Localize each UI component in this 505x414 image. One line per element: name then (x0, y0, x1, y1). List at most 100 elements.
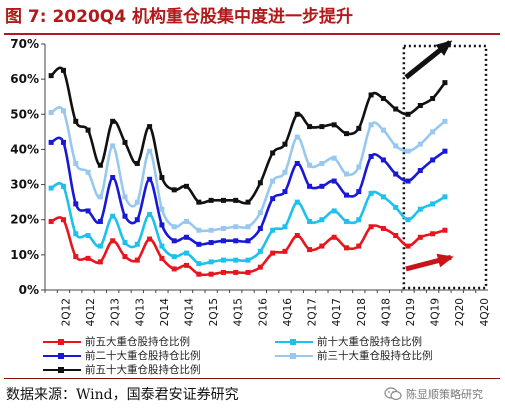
series-point-0 (60, 217, 66, 223)
series-point-4 (356, 125, 362, 131)
series-point-4 (60, 67, 66, 73)
x-tick-label: 4Q12 (85, 298, 97, 326)
y-tick-label: 70% (10, 37, 39, 51)
wechat-icon (384, 387, 402, 401)
series-point-0 (405, 243, 411, 249)
series-point-1 (294, 199, 300, 205)
legend-label-top30: 前三十大重仓股持仓比例 (317, 350, 433, 362)
series-point-4 (73, 118, 79, 124)
series-point-0 (245, 269, 251, 275)
series-point-1 (257, 248, 263, 254)
series-point-4 (368, 92, 374, 98)
series-point-1 (122, 240, 128, 246)
series-point-1 (110, 213, 116, 219)
series-point-3 (85, 169, 91, 175)
legend-swatch-top10 (275, 338, 313, 345)
series-point-4 (331, 122, 337, 128)
series-point-2 (430, 157, 436, 163)
series-point-3 (220, 226, 226, 231)
series-point-0 (97, 259, 103, 265)
series-point-4 (282, 141, 288, 147)
series-point-4 (85, 127, 91, 133)
legend-swatch-top30 (275, 352, 313, 359)
series-point-2 (110, 175, 116, 181)
series-point-0 (430, 231, 436, 237)
series-point-1 (380, 194, 386, 200)
series-point-4 (171, 187, 177, 193)
series-point-0 (171, 266, 177, 272)
series-point-3 (245, 224, 251, 230)
series-point-4 (380, 95, 386, 101)
series-point-3 (393, 143, 399, 149)
series-point-0 (257, 264, 263, 270)
x-tick-label: 4Q20 (479, 298, 491, 326)
watermark: 陈显顺策略研究 (384, 386, 483, 402)
series-point-4 (294, 111, 300, 117)
series-point-0 (48, 218, 54, 224)
series-point-3 (368, 122, 374, 128)
series-point-0 (282, 248, 288, 254)
series-point-2 (319, 183, 325, 189)
x-tick-label: 2Q13 (110, 298, 122, 326)
series-point-2 (417, 168, 423, 174)
series-point-0 (270, 250, 276, 256)
series-point-4 (430, 95, 436, 101)
series-point-2 (220, 238, 226, 244)
series-point-1 (147, 211, 153, 217)
series-point-2 (380, 157, 386, 163)
y-tick-label: 30% (10, 178, 39, 192)
series-point-0 (134, 257, 140, 263)
series-point-3 (208, 227, 214, 233)
x-tick-label: 2Q20 (454, 298, 466, 326)
x-tick-label: 2Q15 (208, 298, 220, 326)
series-point-4 (196, 199, 202, 205)
source-note: 数据来源：Wind，国泰君安证券研究 (6, 387, 239, 403)
series-point-0 (159, 255, 165, 261)
series-point-1 (48, 185, 54, 191)
series-point-1 (417, 206, 423, 212)
legend-swatch-top50 (43, 366, 81, 373)
series-point-4 (159, 175, 165, 181)
series-point-1 (282, 224, 288, 230)
series-point-0 (233, 269, 239, 275)
series-point-2 (245, 238, 251, 244)
x-tick-label: 4Q14 (184, 298, 196, 327)
series-point-3 (380, 127, 386, 133)
series-point-4 (270, 150, 276, 156)
series-point-3 (122, 194, 128, 200)
legend-item-top10: 前十大重仓股持仓比例 (275, 334, 422, 349)
series-point-3 (294, 134, 300, 140)
series-point-2 (257, 226, 263, 231)
series-point-3 (233, 224, 239, 230)
series-point-1 (220, 257, 226, 263)
series-point-0 (356, 243, 362, 249)
series-point-0 (208, 271, 214, 277)
series-point-2 (171, 238, 177, 244)
series-point-4 (122, 139, 128, 145)
series-point-0 (393, 233, 399, 239)
legend-label-top20: 前二十大重仓股持仓比例 (85, 350, 201, 362)
series-point-0 (147, 236, 153, 242)
series-point-2 (307, 183, 313, 189)
x-tick-label: 2Q19 (405, 298, 417, 326)
series-point-2 (233, 238, 239, 244)
y-tick-label: 10% (10, 248, 39, 262)
x-tick-label: 4Q17 (331, 298, 343, 326)
series-point-1 (171, 254, 177, 260)
series-point-0 (343, 245, 349, 251)
series-point-3 (110, 143, 116, 149)
series-point-1 (73, 231, 79, 237)
legend-item-top5: 前五大重仓股持仓比例 (43, 334, 190, 349)
series-point-3 (134, 199, 140, 205)
series-point-0 (442, 227, 448, 233)
series-point-4 (110, 118, 116, 124)
x-tick-label: 4Q19 (430, 298, 442, 326)
series-point-3 (196, 227, 202, 233)
series-point-0 (220, 269, 226, 275)
series-point-4 (417, 103, 423, 108)
legend-swatch-top5 (43, 338, 81, 345)
series-point-4 (343, 131, 349, 137)
line-chart: 0% 10% 20% 30% 40% 50% 60% 70% 2Q12 4Q12 2Q13 4Q13 2… (10, 37, 491, 327)
series-point-2 (159, 222, 165, 228)
series-point-3 (257, 210, 263, 216)
